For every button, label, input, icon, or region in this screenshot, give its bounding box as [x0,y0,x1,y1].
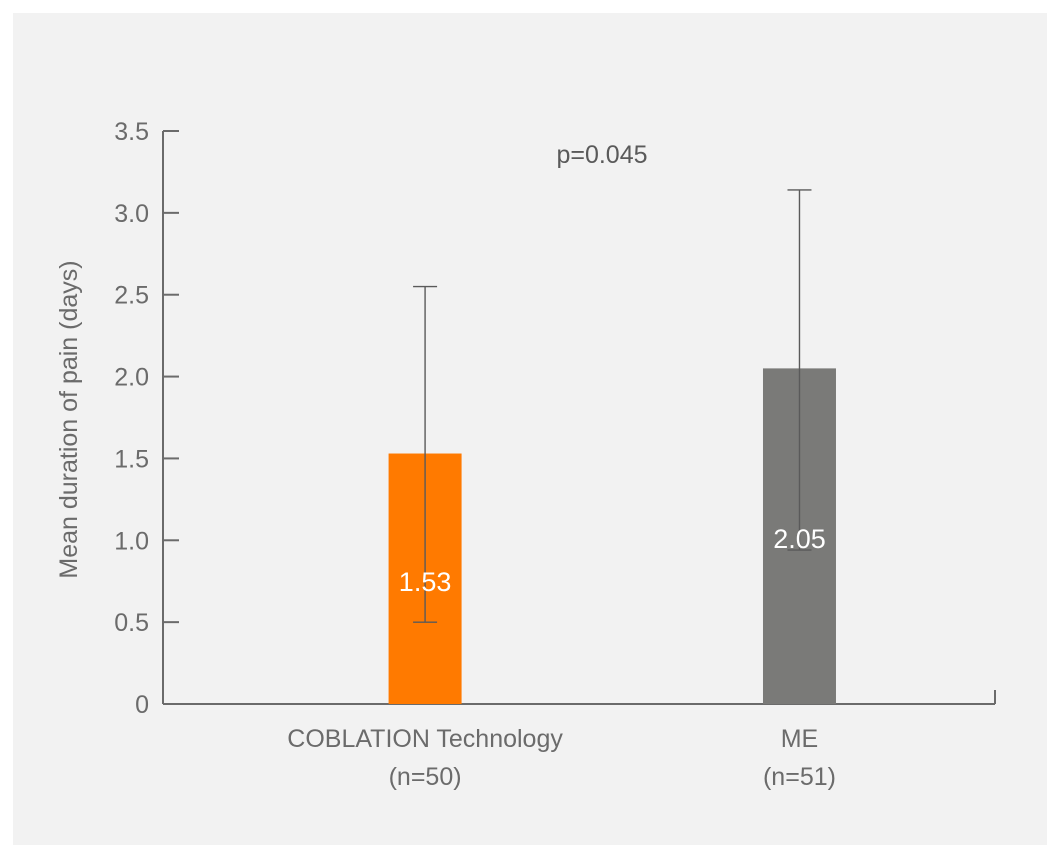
y-tick-label: 1.5 [114,445,149,473]
y-tick-label: 3.0 [114,200,149,228]
y-tick-label: 0.5 [114,609,149,637]
category-label: COBLATION Technology [287,725,563,753]
y-tick-label: 2.5 [114,282,149,310]
chart-panel: 0 0.5 1.0 1.5 2.0 2.5 3.0 3.5 Mean duration of p… [13,13,1047,845]
category-label: ME [781,725,819,753]
y-tick-label: 3.5 [114,118,149,146]
p-value-annotation: p=0.045 [556,141,647,169]
bar-data-label: 2.05 [773,524,826,554]
category-sample-size: (n=50) [389,763,462,791]
y-tick-label: 2.0 [114,364,149,392]
bar-chart: 0 0.5 1.0 1.5 2.0 2.5 3.0 3.5 Mean duration of p… [55,118,996,791]
bar-data-label: 1.53 [399,567,452,597]
y-tick-label: 0 [135,691,149,719]
y-axis-title: Mean duration of pain (days) [55,260,83,578]
y-tick-label: 1.0 [114,527,149,555]
category-sample-size: (n=51) [763,763,836,791]
